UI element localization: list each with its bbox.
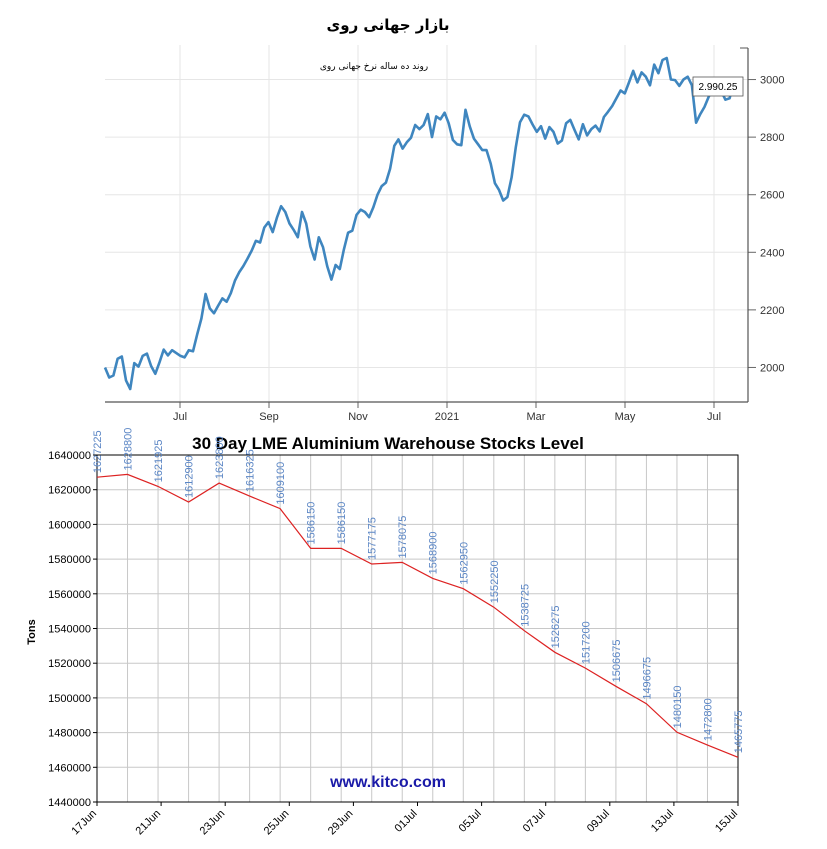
top-y-tick-label: 3000: [760, 75, 784, 87]
bottom-y-tick-label: 1620000: [48, 485, 91, 497]
stocks-data-label: 1577175: [367, 517, 379, 560]
bottom-y-tick-label: 1440000: [48, 797, 91, 809]
stocks-data-label: 1612900: [184, 455, 196, 498]
stocks-data-label: 1621925: [153, 440, 165, 483]
chart-title: بازار جهانی روی: [327, 16, 450, 34]
bottom-y-tick-label: 1480000: [48, 728, 91, 740]
stocks-data-label: 1465775: [733, 710, 745, 753]
stocks-data-label: 1627225: [92, 430, 104, 473]
stocks-data-label: 1472800: [702, 698, 714, 741]
zinc-price-line: [103, 56, 740, 391]
stocks-data-label: 1517200: [580, 621, 592, 664]
top-x-tick-label: Mar: [527, 411, 546, 423]
bottom-grid: [93, 454, 739, 806]
stocks-data-label: 1538725: [519, 584, 531, 627]
stocks-data-label: 1552250: [489, 560, 501, 603]
top-axes: [105, 47, 756, 408]
stocks-data-label: 1526275: [550, 605, 562, 648]
bottom-y-tick-label: 1640000: [48, 450, 91, 462]
bottom-y-tick-label: 1500000: [48, 693, 91, 705]
top-y-tick-label: 2800: [760, 132, 784, 144]
stocks-data-label: 1586150: [336, 502, 348, 545]
bottom-y-tick-label: 1540000: [48, 624, 91, 636]
stocks-data-label: 1616325: [245, 449, 257, 492]
last-value-label: 2.990.25: [699, 82, 738, 93]
stocks-data-labels: 1627225 1628800 1621925 1612900 1623800 16163…: [92, 428, 745, 754]
y-axis-label: Tons: [26, 619, 38, 644]
bottom-y-tick-label: 1520000: [48, 658, 91, 670]
top-x-ticks: Jul Sep Nov 2021 Mar May Jul: [173, 411, 721, 423]
bottom-x-tick-label: 09Jul: [585, 808, 612, 835]
bottom-x-tick-label: 23Jun: [198, 808, 228, 838]
stocks-data-label: 1578075: [397, 516, 409, 559]
bottom-x-ticks: 17Jun 21Jun 23Jun 25Jun 29Jun 01Jul 05Jul 07Jul…: [69, 808, 740, 838]
top-x-tick-label: May: [615, 411, 636, 423]
stocks-data-label: 1628800: [123, 428, 135, 471]
zinc-price-chart: بازار جهانی روی روند ده ساله نرخ جهانی ر…: [103, 16, 784, 423]
bottom-x-tick-label: 13Jul: [649, 808, 676, 835]
top-y-ticks: 2000 2200 2400 2600 2800 3000: [760, 75, 784, 375]
bottom-y-tick-label: 1600000: [48, 519, 91, 531]
bottom-x-tick-label: 05Jul: [457, 808, 484, 835]
stocks-data-label: 1506675: [611, 639, 623, 682]
bottom-y-tick-label: 1460000: [48, 762, 91, 774]
bottom-x-tick-label: 17Jun: [69, 808, 99, 838]
last-value-flag: 2.990.25: [692, 76, 744, 97]
top-x-tick-label: Jul: [173, 411, 187, 423]
stocks-data-label: 1562950: [458, 542, 470, 585]
bottom-x-tick-label: 07Jul: [521, 808, 548, 835]
bottom-x-tick-label: 15Jul: [713, 808, 740, 835]
top-y-tick-label: 2600: [760, 190, 784, 202]
stocks-data-label: 1568900: [428, 532, 440, 575]
top-x-tick-label: Sep: [259, 411, 279, 423]
top-x-tick-label: Jul: [707, 411, 721, 423]
stocks-data-label: 1609100: [275, 462, 287, 505]
bottom-y-ticks: 1440000 1460000 1480000 1500000 1520000 15400…: [48, 450, 91, 809]
watermark: www.kitco.com: [329, 774, 446, 791]
stocks-data-label: 1496675: [641, 657, 653, 700]
bottom-x-tick-label: 29Jun: [326, 808, 356, 838]
stocks-data-label: 1480150: [672, 686, 684, 729]
top-y-tick-label: 2200: [760, 305, 784, 317]
stocks-data-label: 1586150: [306, 502, 318, 545]
bottom-x-tick-label: 21Jun: [134, 808, 164, 838]
bottom-y-tick-label: 1580000: [48, 554, 91, 566]
bottom-x-tick-label: 01Jul: [393, 808, 420, 835]
bottom-y-tick-label: 1560000: [48, 589, 91, 601]
stocks-line: [96, 473, 739, 758]
top-x-tick-label: 2021: [435, 411, 459, 423]
stocks-data-label: 1623800: [214, 436, 226, 479]
chart-subtitle: روند ده ساله نرخ جهانی روی: [320, 62, 428, 72]
top-y-tick-label: 2400: [760, 247, 784, 259]
bottom-x-tick-label: 25Jun: [262, 808, 292, 838]
top-x-tick-label: Nov: [348, 411, 368, 423]
stocks-chart-title: 30 Day LME Aluminium Warehouse Stocks Le…: [192, 434, 584, 453]
top-y-tick-label: 2000: [760, 362, 784, 374]
bottom-plot-frame: [96, 454, 739, 803]
